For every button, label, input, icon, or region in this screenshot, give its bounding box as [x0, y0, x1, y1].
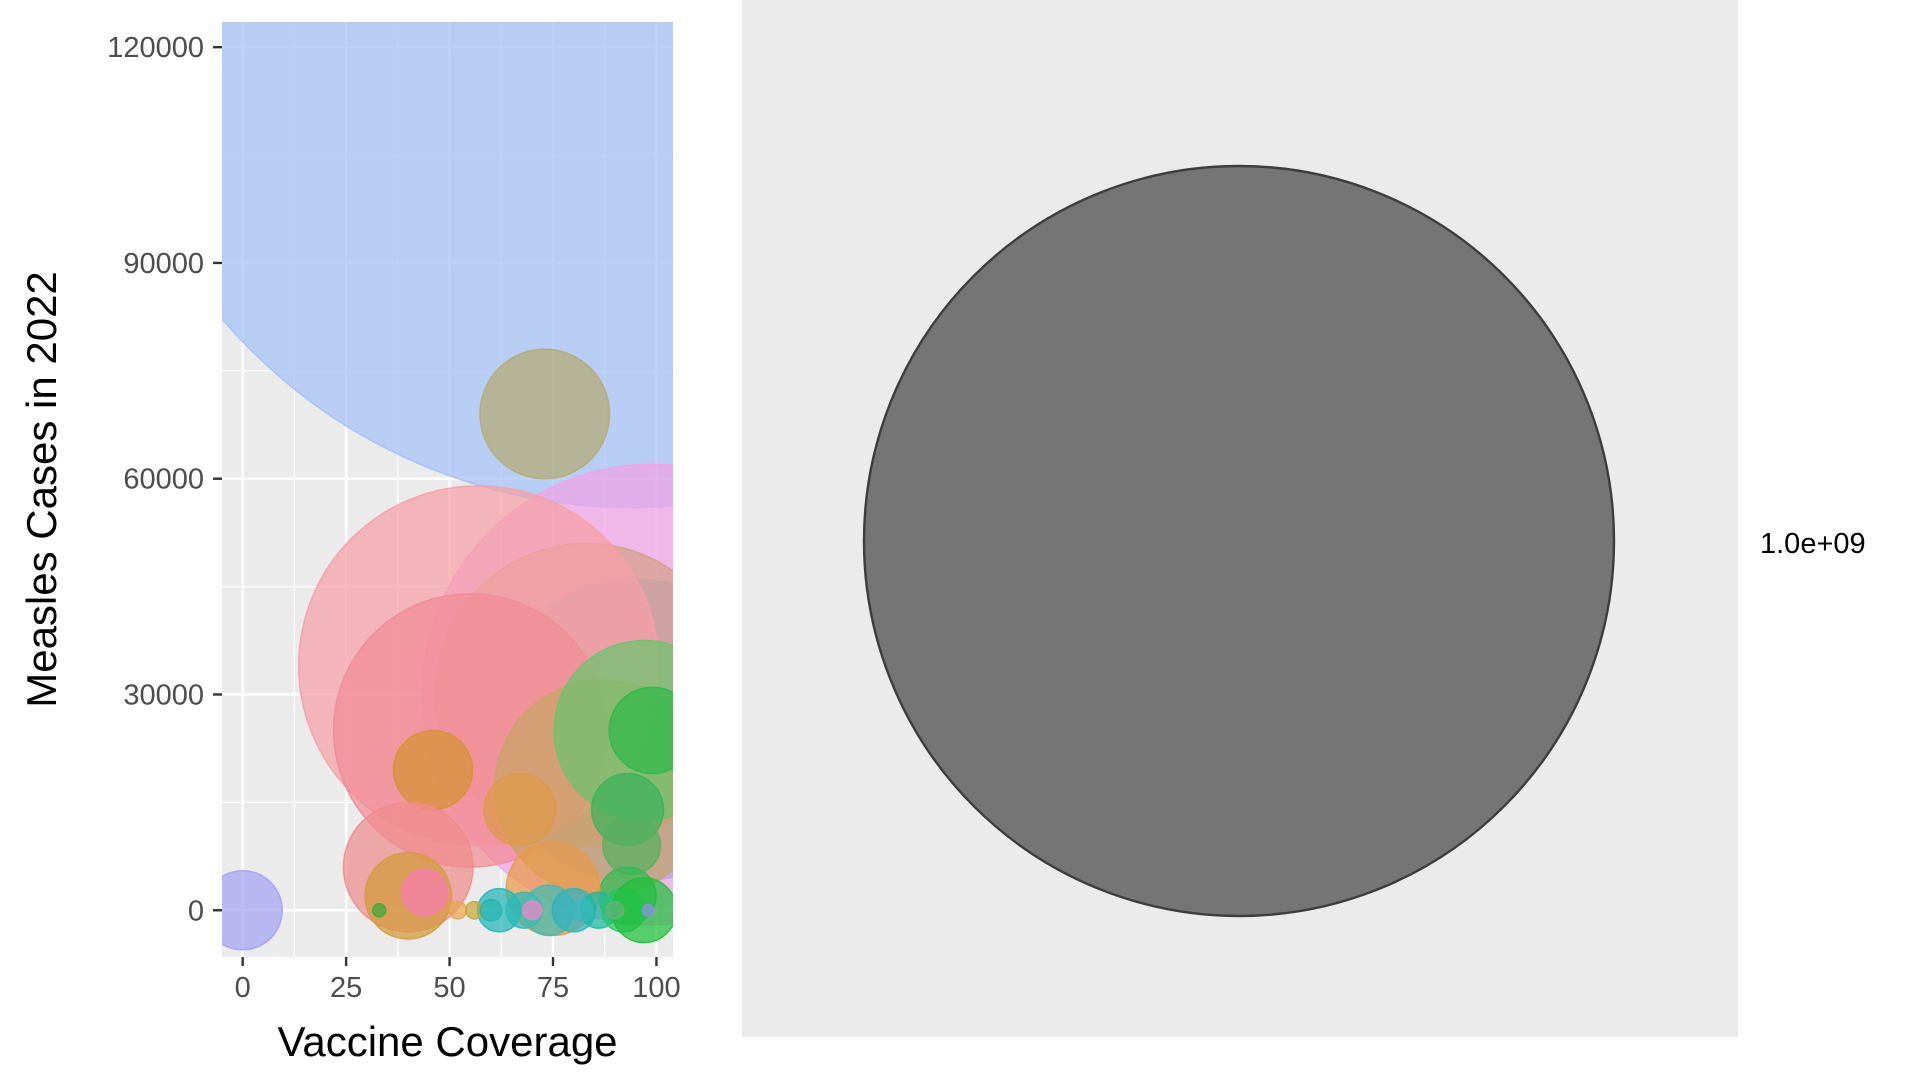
x-tick-label: 100 — [632, 972, 680, 1004]
bubble-point — [222, 869, 283, 951]
x-axis: 0 25 50 75 100 — [235, 957, 681, 1004]
bubble-point — [372, 903, 387, 918]
x-tick-label: 50 — [433, 972, 465, 1004]
bubble-point — [605, 900, 625, 920]
x-tick-label: 75 — [537, 972, 569, 1004]
y-axis: 0 30000 60000 90000 120000 — [107, 32, 222, 927]
bubble-point — [641, 903, 655, 917]
x-axis-title: Vaccine Coverage — [277, 1018, 617, 1065]
y-tick-label: 0 — [188, 895, 204, 927]
bubble-point — [570, 898, 594, 922]
y-tick-label: 90000 — [123, 248, 204, 280]
bubble-point — [479, 898, 503, 922]
legend-size-key — [862, 164, 1616, 918]
bubble-point — [400, 868, 449, 917]
size-legend: 1.0e+09 — [742, 0, 1866, 1037]
x-tick-label: 25 — [330, 972, 362, 1004]
bubble-point — [602, 816, 662, 876]
y-tick-label: 60000 — [123, 464, 204, 496]
x-tick-label: 0 — [235, 972, 251, 1004]
bubble-point — [448, 900, 468, 920]
y-axis-title: Measles Cases in 2022 — [18, 271, 65, 708]
bubble-point — [483, 772, 557, 847]
legend-label: 1.0e+09 — [1760, 528, 1866, 560]
bubble-layer — [222, 22, 673, 951]
bubble-point — [608, 686, 673, 775]
bubble-point — [479, 348, 611, 480]
bubble-point — [392, 729, 474, 811]
y-tick-label: 120000 — [107, 32, 204, 64]
y-tick-label: 30000 — [123, 679, 204, 711]
bubble-point — [522, 900, 543, 921]
